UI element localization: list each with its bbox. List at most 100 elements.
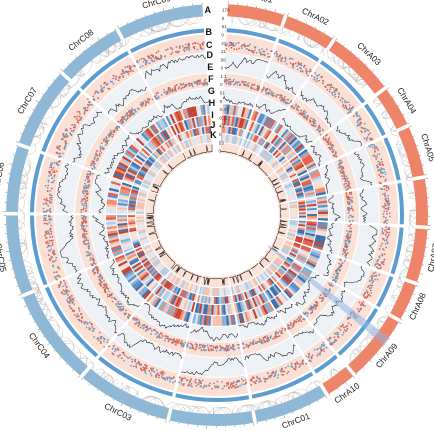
synteny-link (125, 385, 129, 392)
heatmap-cell (159, 266, 167, 274)
scatter-point (203, 346, 205, 349)
scatter-point (273, 372, 276, 374)
ideogram-tick (138, 411, 140, 413)
ideogram-tick (358, 56, 360, 59)
scatter-point (232, 385, 235, 388)
heatmap-cell (297, 254, 308, 261)
heatmap-cell (203, 315, 207, 326)
scatter-point (374, 278, 376, 281)
heatmap-cell (115, 168, 126, 175)
scatter-point (343, 183, 346, 186)
heatmap-cell (116, 165, 127, 173)
heatmap-cell (159, 301, 167, 312)
scatter-point (328, 288, 331, 290)
scatter-point (262, 50, 265, 53)
heatmap-cell (255, 146, 262, 154)
scatter-point (42, 202, 45, 205)
heatmap-cell (181, 310, 187, 321)
scatter-point (250, 384, 253, 386)
scatter-point (123, 118, 126, 121)
scatter-point (387, 188, 390, 190)
heatmap-cell (120, 239, 132, 245)
heatmap-cell (137, 172, 146, 178)
scatter-point (99, 335, 102, 338)
scatter-point (44, 233, 47, 236)
heatmap-cell (306, 162, 317, 170)
scatter-point (188, 43, 191, 45)
heatmap-cell (119, 234, 130, 239)
scatter-point (239, 384, 242, 387)
scatter-point (253, 84, 256, 86)
scatter-point (106, 82, 109, 85)
scatter-point (216, 380, 219, 383)
scatter-point (150, 54, 152, 57)
scatter-point (99, 145, 102, 148)
scatter-point (100, 337, 102, 340)
scatter-point (81, 199, 84, 202)
scatter-point (330, 284, 333, 287)
scatter-point (92, 329, 95, 332)
scatter-point (203, 385, 206, 388)
heatmap-cell (177, 110, 184, 121)
heatmap-cell (315, 191, 327, 197)
heatmap-cell (284, 165, 292, 171)
heatmap-cell (296, 232, 304, 237)
heatmap-cell (108, 234, 119, 239)
scatter-point (59, 155, 62, 158)
heatmap-cell (141, 257, 148, 264)
scatter-point (384, 207, 387, 210)
synteny-link (329, 370, 336, 378)
scatter-point (144, 326, 147, 329)
scatter-point (237, 347, 240, 349)
heatmap-cell (223, 287, 226, 296)
scatter-point (87, 239, 90, 242)
chromosome-chra03 (328, 40, 385, 94)
heatmap-cell (106, 206, 117, 210)
scatter-point (169, 88, 171, 91)
scatter-point (45, 237, 48, 239)
heatmap-cell (287, 192, 296, 197)
scatter-point (370, 276, 373, 279)
heatmap-cell (151, 270, 158, 277)
scatter-point (245, 343, 248, 346)
scatter-point (287, 324, 289, 327)
heatmap-cell (250, 279, 256, 287)
track-e-band (222, 88, 258, 109)
scatter-point (281, 373, 283, 376)
scatter-point (56, 145, 59, 148)
heatmap-cell (106, 215, 117, 218)
scatter-point (297, 61, 300, 64)
synteny-link (259, 20, 267, 28)
synteny-link (28, 278, 39, 298)
scatter-point (290, 105, 293, 108)
heatmap-cell (143, 260, 150, 267)
scatter-point (341, 166, 344, 169)
scatter-point (378, 153, 381, 155)
scatter-point (49, 259, 52, 262)
scatter-point (121, 120, 124, 122)
scatter-point (294, 62, 297, 65)
scatter-point (344, 99, 346, 102)
synteny-link (338, 57, 350, 69)
heatmap-cell (296, 255, 307, 263)
scatter-point (87, 185, 90, 187)
scatter-point (93, 273, 96, 275)
heatmap-cell (130, 278, 140, 287)
track-c-line (107, 86, 147, 115)
scatter-point (372, 280, 375, 283)
scatter-point (366, 128, 369, 131)
heatmap-cell (131, 261, 142, 270)
scatter-point (342, 173, 345, 176)
scatter-point (82, 208, 85, 211)
heatmap-cell (286, 168, 294, 174)
scatter-point (174, 340, 177, 343)
scatter-point (167, 340, 170, 343)
ideogram-tick (392, 96, 394, 98)
ideogram-tick (15, 141, 19, 143)
scatter-point (342, 98, 345, 100)
scatter-point (156, 331, 158, 333)
scatter-point (129, 114, 132, 117)
scatter-point (128, 314, 131, 317)
heatmap-cell (272, 136, 281, 146)
scatter-point (344, 242, 347, 245)
